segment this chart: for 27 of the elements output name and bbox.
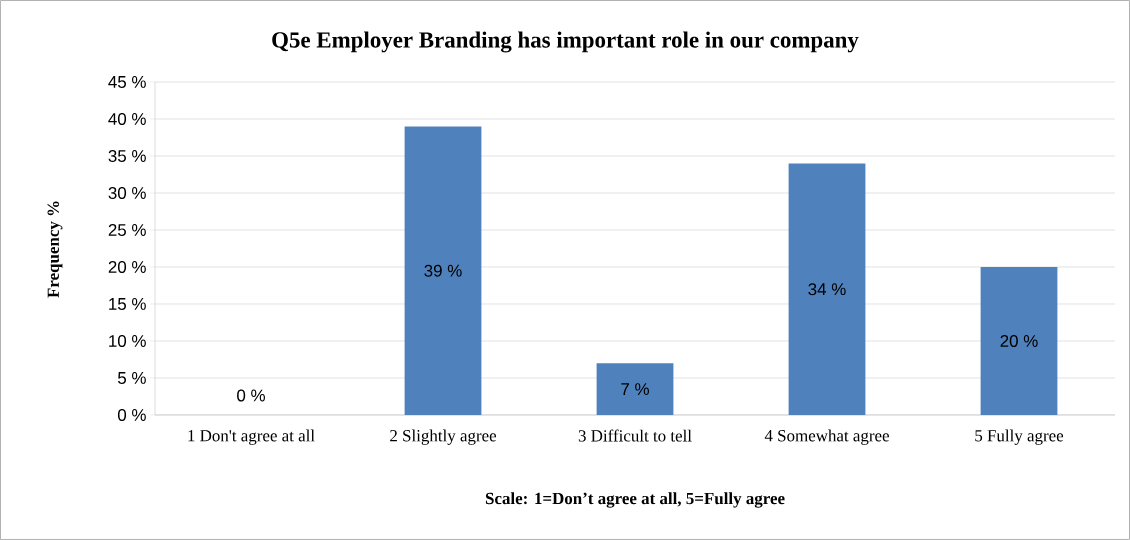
y-tick-label: 30 % xyxy=(108,186,146,199)
y-tick-label: 20 % xyxy=(108,260,146,273)
data-label: 39 % xyxy=(424,264,462,277)
x-axis-title: Scale: 1=Don’t agree at all, 5=Fully agree xyxy=(485,492,785,508)
y-tick-label: 0 % xyxy=(117,408,146,421)
y-tick-label: 25 % xyxy=(108,223,146,236)
y-tick-label: 10 % xyxy=(109,334,146,347)
bar xyxy=(980,266,1058,415)
chart-title: Q5e Employer Branding has important role in our company xyxy=(272,31,859,53)
y-tick-label: 40 % xyxy=(108,112,146,125)
bar xyxy=(596,363,674,415)
x-tick-label: 5 Fully agree xyxy=(975,429,1064,445)
x-tick-label: 2 Slightly agree xyxy=(390,429,497,445)
bar xyxy=(788,163,866,415)
y-axis-title: Frequency % xyxy=(47,201,63,298)
y-tick-label: 15 % xyxy=(109,298,146,310)
y-tick-label: 5 % xyxy=(117,372,146,384)
data-label: 0 % xyxy=(237,389,265,402)
x-tick-label: 3 Difficult to tell xyxy=(578,429,692,442)
data-label: 20 % xyxy=(1000,334,1038,347)
bar xyxy=(404,126,482,415)
y-tick-label: 45 % xyxy=(108,76,146,88)
y-tick-label: 35 % xyxy=(108,149,146,162)
x-tick-label: 4 Somewhat agree xyxy=(764,429,889,445)
x-tick-label: 1 Don't agree at all xyxy=(188,429,315,445)
data-label: 34 % xyxy=(808,283,846,296)
data-label: 7 % xyxy=(621,383,649,395)
